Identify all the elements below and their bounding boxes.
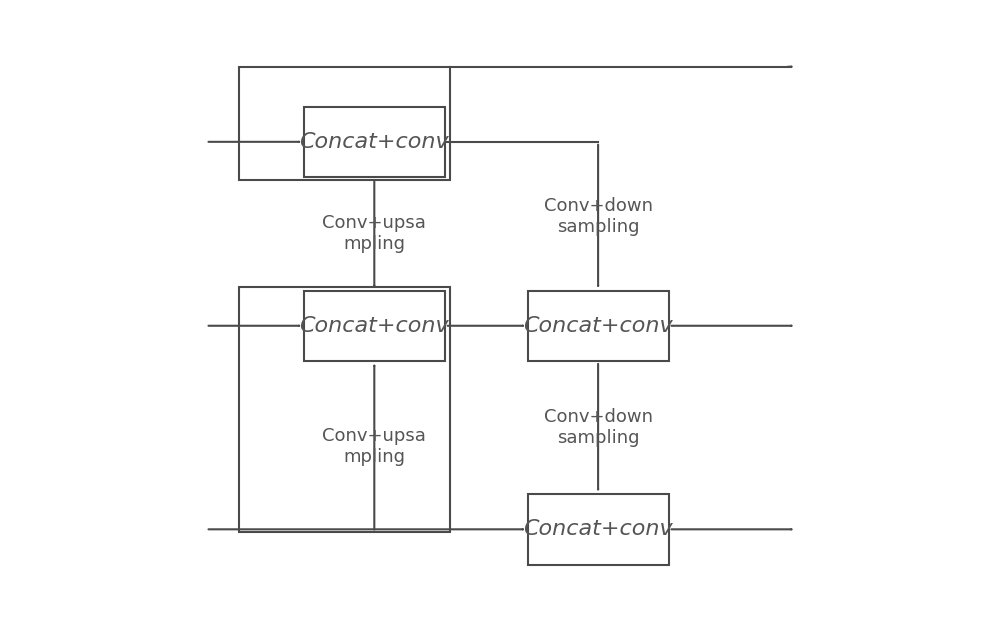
Text: Concat+conv: Concat+conv <box>299 316 449 336</box>
Text: Conv+down
sampling: Conv+down sampling <box>544 197 653 236</box>
Text: Concat+conv: Concat+conv <box>523 519 673 539</box>
FancyBboxPatch shape <box>528 290 669 361</box>
Text: Concat+conv: Concat+conv <box>523 316 673 336</box>
FancyBboxPatch shape <box>304 290 445 361</box>
Text: Conv+upsa
mpling: Conv+upsa mpling <box>322 214 426 253</box>
Text: Conv+upsa
mpling: Conv+upsa mpling <box>322 427 426 466</box>
Text: Concat+conv: Concat+conv <box>299 132 449 152</box>
FancyBboxPatch shape <box>304 107 445 177</box>
Text: Conv+down
sampling: Conv+down sampling <box>544 408 653 447</box>
FancyBboxPatch shape <box>528 494 669 564</box>
